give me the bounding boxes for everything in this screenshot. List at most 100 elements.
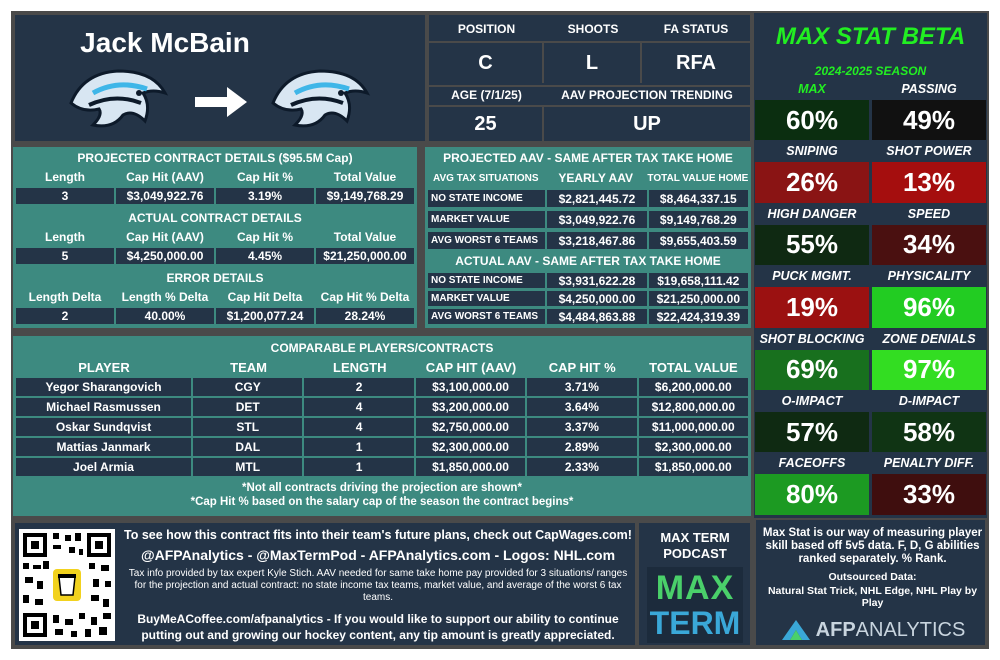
stat-label: HIGH DANGER (767, 206, 857, 221)
comparables-note: *Not all contracts driving the projectio… (242, 482, 522, 494)
header-cell: LENGTH (333, 359, 387, 375)
afp-logo[interactable]: AFP ANALYTICS (762, 616, 983, 644)
aav-actual-title: ACTUAL AAV - SAME AFTER TAX TAKE HOME (455, 254, 721, 268)
comparables-headers: PLAYER TEAM LENGTH CAP HIT (AAV) CAP HIT… (15, 358, 749, 376)
team-logo-icon (69, 69, 169, 128)
value-cell: $19,658,111.42 (647, 272, 749, 289)
stat-label: FACEOFFS (778, 456, 846, 471)
projected-values: 3 $3,049,922.76 3.19% $9,149,768.29 (15, 187, 415, 205)
max-stat-description: Max Stat is our way of measuring player … (762, 526, 983, 565)
situation-cell: MARKET VALUE (427, 290, 547, 307)
stat-label: PENALTY DIFF. (883, 456, 975, 471)
error-values: 2 40.00% $1,200,077.24 28.24% (15, 307, 415, 325)
comparables: COMPARABLE PLAYERS/CONTRACTS PLAYER TEAM… (13, 336, 751, 516)
stat-value: 96% (872, 287, 986, 328)
value-cell: $21,250,000.00 (315, 247, 415, 265)
stat-value: 60% (755, 100, 869, 141)
stat-label: PHYSICALITY (887, 269, 971, 284)
stat-value: 97% (872, 349, 986, 390)
situation-cell: AVG WORST 6 TEAMS (427, 308, 547, 325)
player-cell: Oskar Sundqvist (15, 417, 193, 437)
team-cell: DAL (192, 437, 304, 457)
cap-hit-cell: $2,750,000.00 (414, 417, 527, 437)
team-cell: STL (192, 417, 304, 437)
header-cell: AVG TAX SITUATIONS (433, 172, 539, 184)
cap-pct-cell: 3.71% (526, 377, 638, 397)
table-row: Michael Rasmussen DET 4 $3,200,000.00 3.… (15, 397, 749, 417)
actual-headers: Length Cap Hit (AAV) Cap Hit % Total Val… (15, 229, 415, 245)
podcast-title: MAX TERM PODCAST (660, 530, 730, 561)
length-cell: 2 (303, 377, 415, 397)
trend-label: AAV PROJECTION TRENDING (544, 85, 750, 103)
header-cell: Total Value (333, 230, 397, 244)
total-value-cell: $2,300,000.00 (637, 437, 749, 457)
value-cell: $4,250,000.00 (546, 290, 648, 307)
situation-cell: AVG WORST 6 TEAMS (427, 231, 547, 250)
situation-cell: NO STATE INCOME (427, 272, 547, 289)
stat-card: Jack McBain POSITION SHOOTS FA STATUS C … (11, 11, 989, 649)
footer-capwages: To see how this contract fits into their… (124, 528, 632, 542)
cap-pct-cell: 2.89% (526, 437, 638, 457)
stat-value: 69% (755, 349, 869, 390)
length-cell: 4 (303, 417, 415, 437)
position-label: POSITION (457, 22, 516, 36)
player-info: POSITION SHOOTS FA STATUS C L RFA AGE (7… (427, 13, 752, 143)
table-row: Joel Armia MTL 1 $1,850,000.00 2.33% $1,… (15, 457, 749, 477)
stat-label: SHOT POWER (886, 144, 972, 159)
cap-hit-cell: $2,300,000.00 (414, 437, 527, 457)
aav-headers: AVG TAX SITUATIONS YEARLY AAV TOTAL VALU… (427, 169, 749, 187)
stat-label: SNIPING (786, 144, 838, 159)
stat-value: 57% (755, 412, 869, 453)
value-cell: $22,424,319.39 (647, 308, 749, 325)
team-cell: MTL (192, 457, 304, 477)
comparables-title: COMPARABLE PLAYERS/CONTRACTS (270, 341, 494, 355)
aav-row: MARKET VALUE $3,049,922.76 $9,149,768.29 (427, 210, 749, 229)
sources-label: Outsourced Data: (828, 571, 917, 583)
player-header: Jack McBain (13, 13, 427, 143)
table-row: Mattias Janmark DAL 1 $2,300,000.00 2.89… (15, 437, 749, 457)
situation-cell: NO STATE INCOME (427, 189, 547, 208)
stat-value: 80% (755, 474, 869, 515)
header-cell: CAP HIT (AAV) (425, 359, 517, 375)
total-value-cell: $12,800,000.00 (637, 397, 749, 417)
value-cell: $4,250,000.00 (115, 247, 215, 265)
podcast-logo[interactable]: MAX TERM (647, 567, 743, 643)
actual-values: 5 $4,250,000.00 4.45% $21,250,000.00 (15, 247, 415, 265)
header-cell: CAP HIT % (548, 359, 616, 375)
player-cell: Mattias Janmark (15, 437, 193, 457)
stat-value: 13% (872, 162, 986, 203)
footer-info: To see how this contract fits into their… (13, 521, 637, 647)
stat-label: D-IMPACT (898, 394, 960, 408)
aav-row: MARKET VALUE $4,250,000.00 $21,250,000.0… (427, 290, 749, 307)
player-cell: Michael Rasmussen (15, 397, 193, 417)
value-cell: $9,655,403.59 (647, 231, 749, 250)
header-cell: TOTAL VALUE HOME (647, 172, 749, 184)
value-cell: $1,200,077.24 (215, 307, 315, 325)
value-cell: 4.45% (215, 247, 315, 265)
value-cell: $21,250,000.00 (647, 290, 749, 307)
team-logo-icon (271, 69, 371, 128)
length-cell: 4 (303, 397, 415, 417)
stat-label: SHOT BLOCKING (759, 331, 865, 346)
qr-code-icon[interactable] (19, 529, 115, 641)
arrow-right-icon (195, 87, 247, 117)
value-cell: $3,931,622.28 (546, 272, 648, 289)
cap-pct-cell: 3.37% (526, 417, 638, 437)
cap-pct-cell: 3.64% (526, 397, 638, 417)
podcast-logo-term: TERM (649, 604, 741, 641)
value-cell: $3,049,922.76 (546, 210, 648, 229)
player-cell: Joel Armia (15, 457, 193, 477)
aav-projected-title: PROJECTED AAV - SAME AFTER TAX TAKE HOME (443, 151, 733, 165)
header-cell: TOTAL VALUE (649, 359, 738, 375)
podcast-panel: MAX TERM PODCAST MAX TERM (637, 521, 752, 647)
stat-value: 34% (872, 224, 986, 266)
stat-value: 26% (755, 162, 869, 203)
position-value: C (429, 41, 544, 83)
header-cell: Length (45, 230, 85, 244)
header-cell: Total Value (333, 170, 397, 184)
stat-label: PUCK MGMT. (772, 269, 852, 284)
podcast-logo-max: MAX (655, 568, 735, 607)
aav-tax-details: PROJECTED AAV - SAME AFTER TAX TAKE HOME… (425, 147, 751, 328)
total-value-cell: $6,200,000.00 (637, 377, 749, 397)
fa-status-label: FA STATUS (663, 22, 729, 36)
